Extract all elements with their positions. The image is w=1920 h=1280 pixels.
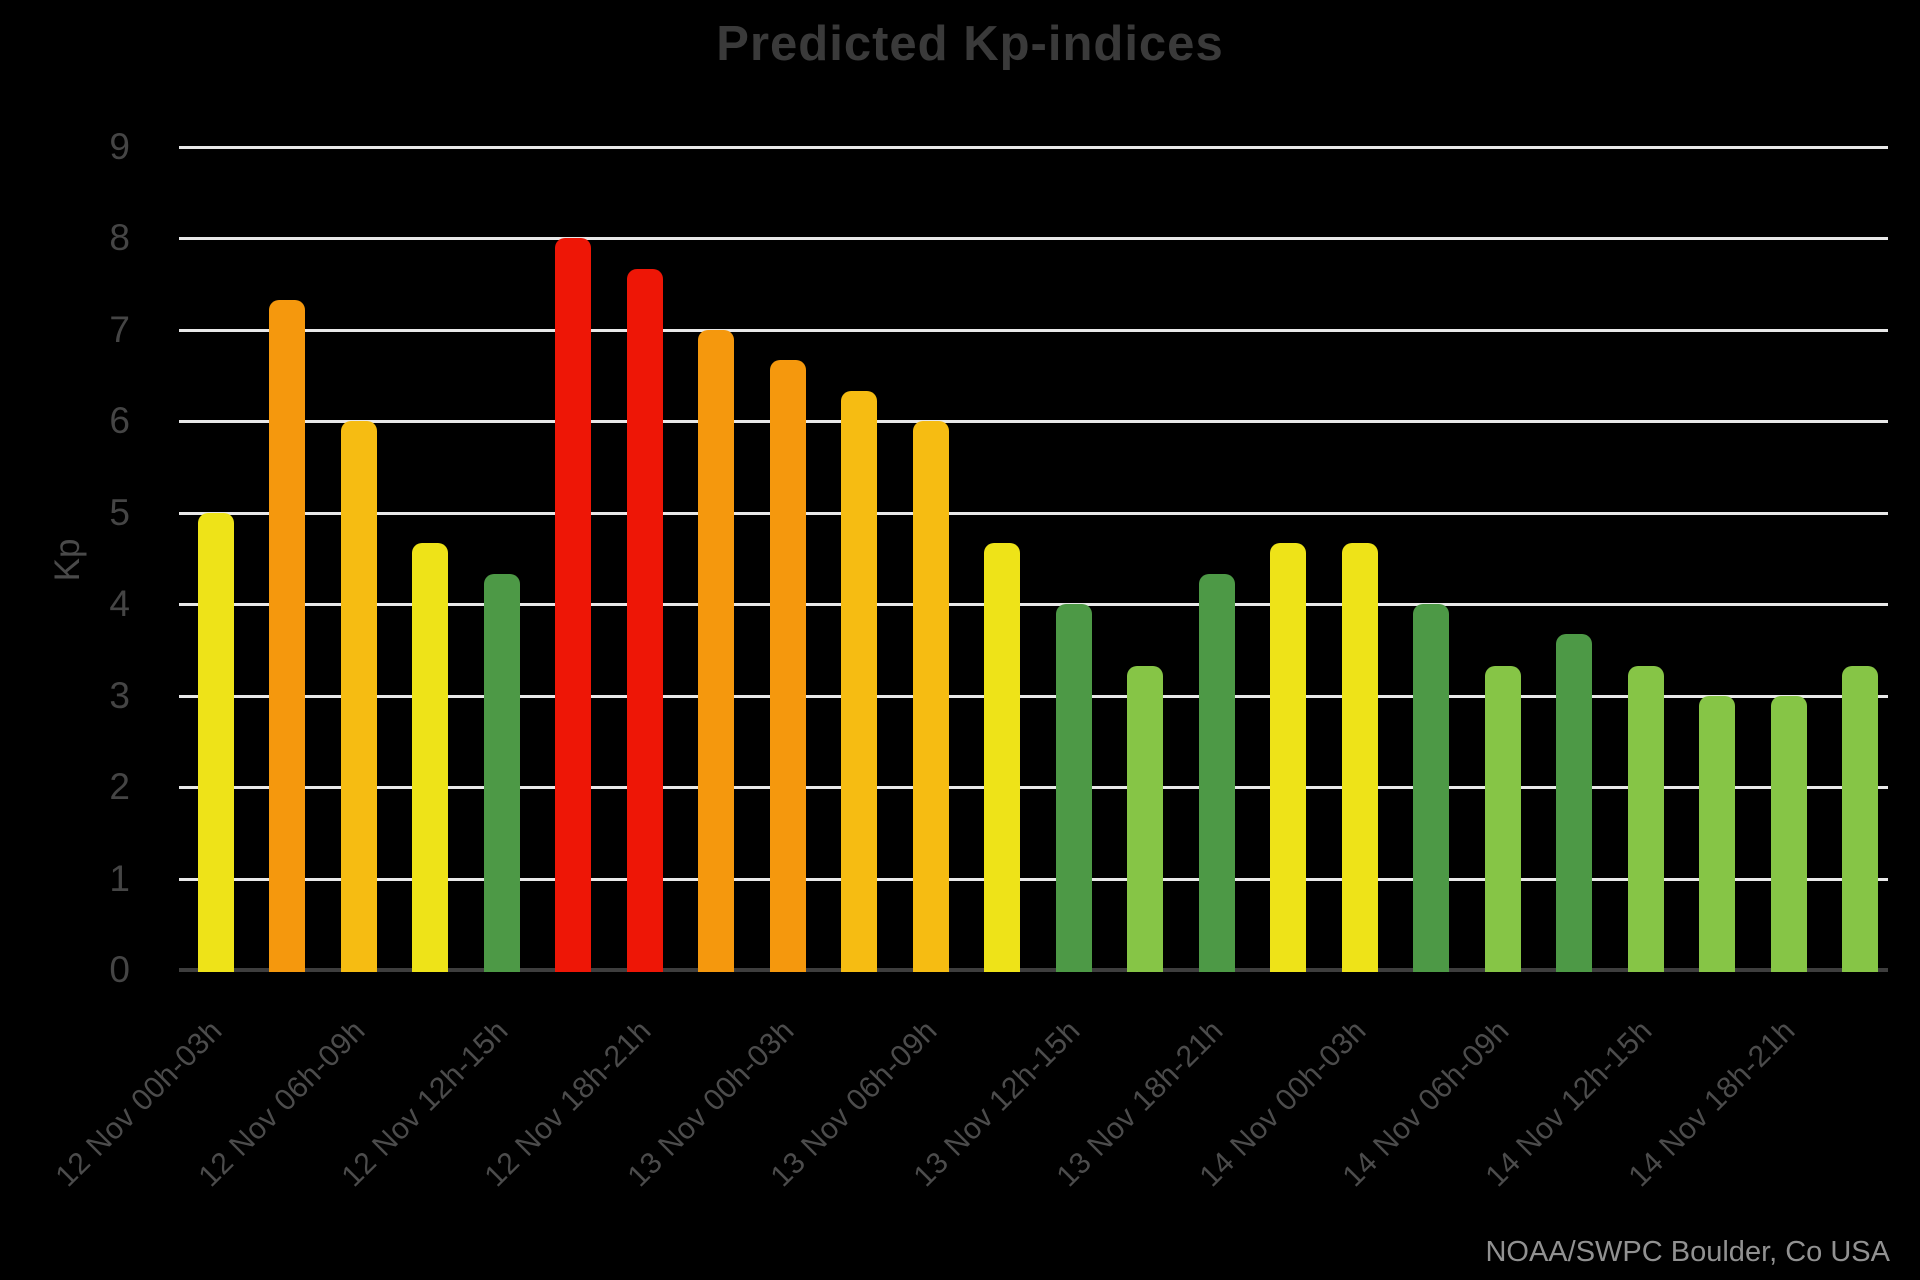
kp-bar-10 bbox=[841, 391, 877, 972]
kp-bar-12 bbox=[984, 542, 1020, 972]
kp-bar-18 bbox=[1413, 604, 1449, 972]
gridline-kp-5 bbox=[179, 511, 1888, 515]
chart-title: Predicted Kp-indices bbox=[716, 17, 1224, 71]
kp-bar-21 bbox=[1627, 665, 1664, 972]
y-tick-label-3: 3 bbox=[109, 674, 130, 716]
kp-bar-17 bbox=[1341, 542, 1378, 972]
y-tick-label-5: 5 bbox=[109, 491, 130, 533]
y-tick-label-8: 8 bbox=[109, 217, 130, 259]
kp-bar-19 bbox=[1484, 665, 1521, 972]
kp-bar-13 bbox=[1055, 604, 1092, 972]
x-axis-baseline bbox=[179, 968, 1888, 972]
kp-bar-7 bbox=[626, 268, 663, 972]
gridline-kp-8 bbox=[179, 237, 1888, 241]
kp-bar-23 bbox=[1770, 695, 1807, 972]
kp-bar-22 bbox=[1699, 695, 1735, 972]
y-tick-label-0: 0 bbox=[109, 949, 130, 990]
y-tick-label-7: 7 bbox=[109, 308, 130, 350]
kp-bar-15 bbox=[1198, 574, 1235, 972]
gridline-kp-6 bbox=[179, 420, 1888, 424]
gridline-kp-9 bbox=[179, 146, 1888, 150]
kp-bar-16 bbox=[1270, 542, 1306, 972]
kp-bar-1 bbox=[197, 512, 234, 972]
gridline-kp-1 bbox=[179, 877, 1888, 881]
kp-bar-8 bbox=[698, 329, 734, 972]
y-tick-label-1: 1 bbox=[109, 857, 130, 899]
kp-bar-11 bbox=[912, 421, 949, 972]
kp-bar-24 bbox=[1842, 665, 1878, 972]
source-credit: NOAA/SWPC Boulder, Co USA bbox=[1485, 1236, 1890, 1268]
y-tick-label-9: 9 bbox=[109, 126, 130, 168]
kp-bar-2 bbox=[269, 299, 305, 972]
y-tick-label-6: 6 bbox=[109, 400, 130, 442]
kp-bar-9 bbox=[769, 360, 806, 972]
gridline-kp-7 bbox=[179, 328, 1888, 332]
y-tick-label-2: 2 bbox=[109, 766, 130, 808]
gridline-kp-3 bbox=[179, 694, 1888, 698]
kp-bar-4 bbox=[412, 542, 448, 972]
kp-bar-3 bbox=[340, 421, 377, 972]
kp-bar-5 bbox=[483, 574, 520, 972]
gridline-kp-4 bbox=[179, 603, 1888, 607]
y-tick-label-4: 4 bbox=[109, 583, 130, 625]
kp-bar-14 bbox=[1127, 665, 1163, 972]
kp-bar-20 bbox=[1556, 634, 1592, 972]
gridline-kp-2 bbox=[179, 786, 1888, 790]
kp-bar-6 bbox=[555, 238, 591, 972]
